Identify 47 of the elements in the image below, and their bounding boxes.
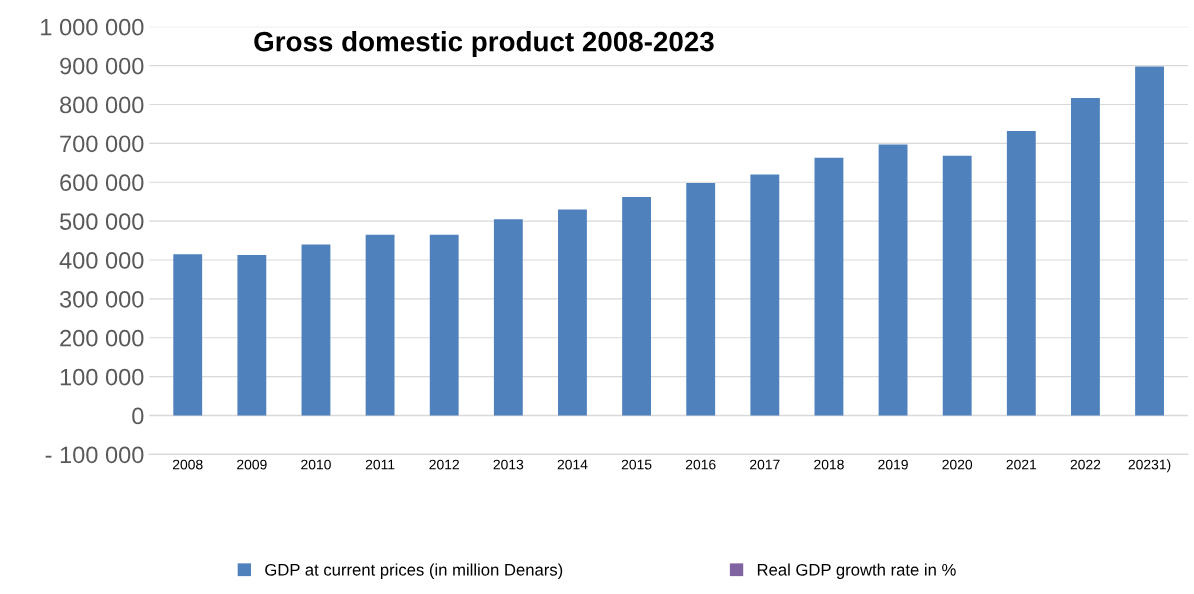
bar	[878, 144, 908, 416]
y-tick-label: 0	[132, 407, 144, 425]
legend-label: Real GDP growth rate in %	[757, 563, 956, 579]
x-tick-label: 2019	[878, 459, 908, 470]
bar	[1071, 97, 1100, 416]
bar	[173, 254, 203, 416]
x-tick-label: 2015	[621, 459, 652, 470]
bar	[301, 244, 331, 416]
x-tick-label: 2010	[301, 459, 331, 470]
x-tick-label: 2016	[685, 459, 716, 470]
bar	[429, 234, 459, 416]
bar	[1135, 66, 1164, 416]
bar	[237, 254, 267, 416]
x-tick-label: 2018	[814, 459, 844, 470]
bar	[365, 234, 395, 416]
y-tick-label: 500 000	[59, 213, 144, 230]
x-tick-label: 2020	[942, 459, 973, 470]
bar	[493, 219, 523, 416]
legend-label: GDP at current prices (in million Denars)	[265, 563, 563, 579]
bar	[686, 183, 716, 416]
bar	[942, 155, 972, 416]
x-tick-label: 2013	[493, 459, 524, 470]
y-tick-label: 400 000	[59, 252, 144, 269]
y-tick-label: 300 000	[59, 290, 144, 308]
y-tick-label: - 100 000	[45, 446, 144, 464]
y-tick-label: 800 000	[60, 96, 144, 114]
chart-title: Gross domestic product 2008-2023	[254, 31, 714, 57]
bar	[814, 157, 844, 416]
y-tick-label: 100 000	[60, 368, 144, 386]
x-tick-label: 2008	[172, 459, 203, 470]
x-tick-label: 2014	[557, 459, 588, 470]
x-tick-label: 2009	[237, 459, 267, 470]
y-tick-label: 600 000	[60, 174, 144, 192]
bar	[1006, 130, 1036, 416]
y-tick-label: 1 000 000	[41, 18, 144, 36]
bar	[750, 174, 780, 416]
bar	[558, 209, 587, 416]
bar	[622, 197, 652, 416]
x-tick-label: 2021	[1006, 459, 1037, 470]
x-tick-label: 2022	[1070, 459, 1101, 470]
x-tick-label: 2012	[429, 459, 459, 470]
y-tick-label: 700 000	[60, 135, 144, 153]
x-tick-label: 20231)	[1128, 459, 1171, 473]
y-tick-label: 200 000	[60, 329, 144, 347]
y-tick-label: 900 000	[60, 57, 144, 75]
x-tick-label: 2017	[750, 459, 780, 470]
x-tick-label: 2011	[365, 459, 395, 470]
